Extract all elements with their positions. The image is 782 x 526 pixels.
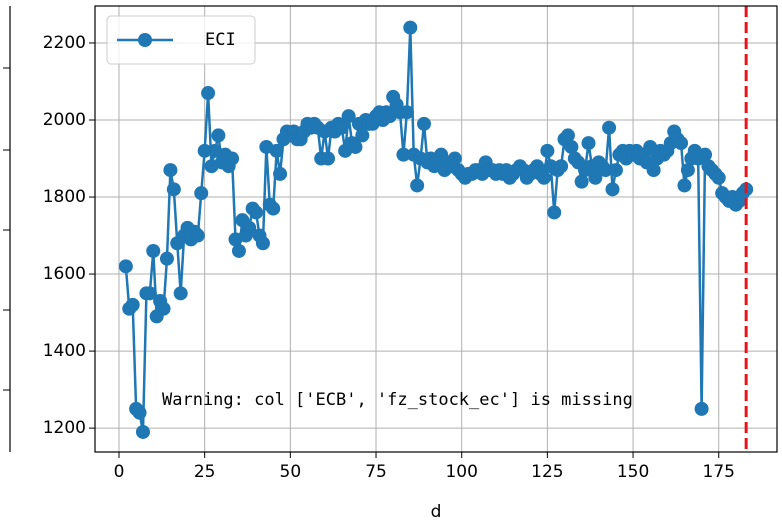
data-point — [194, 186, 209, 201]
data-point — [554, 159, 569, 174]
data-point — [547, 205, 562, 220]
data-point — [560, 128, 575, 143]
data-point — [273, 166, 288, 181]
legend-marker — [138, 33, 152, 47]
legend-box — [106, 15, 256, 65]
data-point — [674, 136, 689, 151]
data-point — [156, 301, 171, 316]
x-tick-label: 150 — [617, 462, 649, 482]
data-point — [680, 163, 695, 178]
data-point — [225, 151, 240, 166]
data-point — [269, 143, 284, 158]
data-point — [564, 139, 579, 154]
data-point — [211, 128, 226, 143]
annotation: Warning: col ['ECB', 'fz_stock_ec'] is m… — [162, 390, 633, 410]
x-tick-label: 125 — [531, 462, 563, 482]
data-point — [598, 163, 613, 178]
x-axis-label: d — [431, 502, 442, 522]
data-point — [694, 401, 709, 416]
plot-area: Warning: col ['ECB', 'fz_stock_ec'] is m… — [118, 6, 754, 452]
data-point — [646, 163, 661, 178]
data-point — [677, 178, 692, 193]
data-point — [166, 182, 181, 197]
data-point — [399, 105, 414, 120]
plot-background — [95, 6, 777, 452]
data-point — [536, 170, 551, 185]
plot-frame — [94, 5, 778, 453]
y-tick-label: 1200 — [43, 418, 86, 438]
data-point — [242, 220, 257, 235]
x-tick-label: 100 — [445, 462, 477, 482]
data-point — [142, 286, 157, 301]
data-point — [146, 243, 161, 258]
data-point — [132, 405, 147, 420]
x-tick-label: 0 — [114, 462, 125, 482]
x-tick-label: 25 — [194, 462, 216, 482]
data-point — [574, 174, 589, 189]
data-point — [118, 259, 133, 274]
data-point — [605, 182, 620, 197]
data-point — [249, 205, 264, 220]
y-tick-label: 1800 — [43, 187, 86, 207]
data-point — [334, 120, 349, 135]
data-point — [396, 147, 411, 162]
x-tick-label: 75 — [365, 462, 387, 482]
data-point — [581, 136, 596, 151]
data-point — [173, 286, 188, 301]
data-point — [341, 109, 356, 124]
y-tick-label: 1400 — [43, 341, 86, 361]
data-point — [266, 201, 281, 216]
data-point — [403, 20, 418, 35]
data-point — [197, 143, 212, 158]
x-tick-label: 175 — [703, 462, 735, 482]
data-point — [255, 236, 270, 251]
data-point — [135, 424, 150, 439]
data-point — [231, 243, 246, 258]
y-tick-label: 1600 — [43, 264, 86, 284]
data-point — [355, 128, 370, 143]
data-point — [540, 143, 555, 158]
data-point — [447, 151, 462, 166]
y-tick-label: 2200 — [43, 33, 86, 53]
side-axis — [3, 6, 11, 452]
y-tick-label: 2000 — [43, 110, 86, 130]
data-point — [163, 163, 178, 178]
data-point — [190, 228, 205, 243]
x-tick-label: 50 — [280, 462, 302, 482]
data-point — [348, 139, 363, 154]
data-point — [201, 86, 216, 101]
data-point — [125, 297, 140, 312]
data-point — [159, 251, 174, 266]
data-point — [417, 116, 432, 131]
legend-label: ECI — [205, 30, 236, 50]
data-point — [602, 120, 617, 135]
data-point — [410, 178, 425, 193]
data-point — [608, 163, 623, 178]
data-point — [711, 170, 726, 185]
data-point — [588, 170, 603, 185]
data-point — [698, 147, 713, 162]
data-point — [321, 151, 336, 166]
